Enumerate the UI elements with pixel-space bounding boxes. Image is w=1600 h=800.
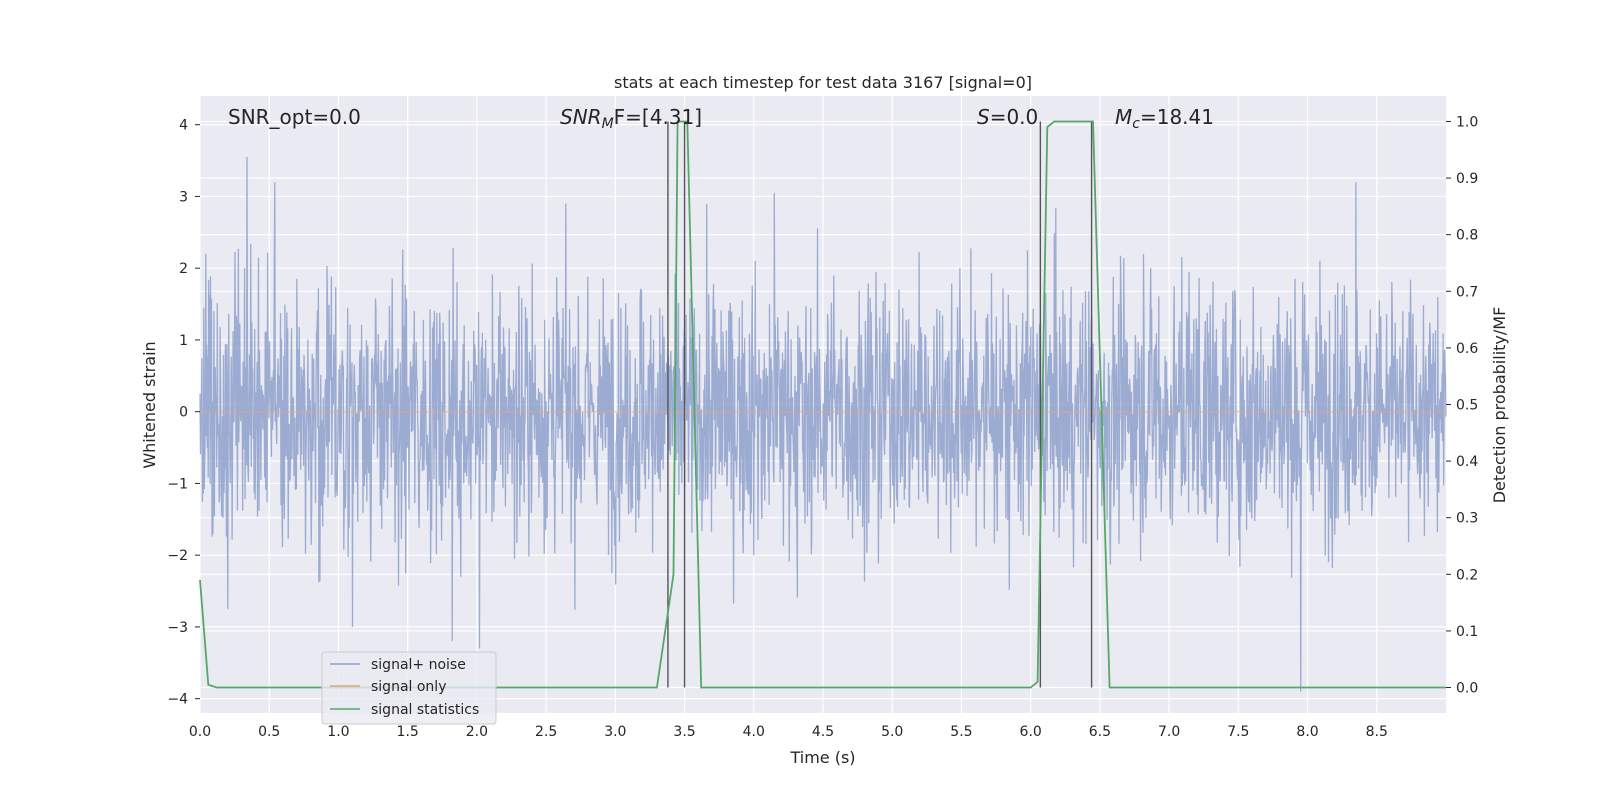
x-tick-labels: 0.0 0.5 1.0 1.5 2.0 2.5 3.0 3.5 4.0 4.5 5.0 5.5 6.0 6…	[189, 724, 1388, 740]
x-tick-label: 3.0	[604, 724, 626, 740]
y-right-tick-label: 0.0	[1456, 681, 1478, 697]
legend-label-signal-noise: signal+ noise	[371, 657, 466, 673]
x-tick-label: 7.0	[1158, 724, 1180, 740]
annotation-s: S=0.0	[977, 105, 1038, 129]
annotation-snr-mf-main: SNR	[560, 105, 602, 129]
y-right-tick-label: 0.4	[1456, 454, 1478, 470]
annotation-s-rest: =0.0	[990, 105, 1039, 129]
annotation-s-main: S	[977, 105, 990, 129]
x-tick-label: 5.0	[881, 724, 903, 740]
y-left-tick-label: 1	[179, 333, 188, 349]
annotation-snr-mf-sub: M	[602, 116, 614, 132]
y-right-tick-label: 0.9	[1456, 171, 1478, 187]
y-right-tick-labels: 0.0 0.1 0.2 0.3 0.4 0.5 0.6 0.7 0.8 0.9 1.0	[1446, 114, 1478, 697]
y-right-tick-label: 0.2	[1456, 567, 1478, 583]
annotation-mc-sub: c	[1132, 116, 1140, 132]
x-tick-label: 3.5	[673, 724, 695, 740]
y-left-tick-label: −4	[167, 692, 188, 708]
annotation-snr-mf-rest: F=[4.31]	[614, 105, 702, 129]
y-left-tick-label: 3	[179, 189, 188, 205]
x-tick-label: 0.5	[258, 724, 280, 740]
y-right-axis-label: Detection probability/MF	[1490, 307, 1509, 504]
x-axis-label: Time (s)	[789, 748, 855, 767]
annotation-mc: Mc=18.41	[1115, 105, 1214, 132]
x-tick-label: 1.5	[397, 724, 419, 740]
y-left-tick-label: −2	[167, 548, 188, 564]
y-right-tick-label: 0.7	[1456, 284, 1478, 300]
x-tick-label: 2.5	[535, 724, 557, 740]
y-right-tick-label: 0.1	[1456, 624, 1478, 640]
x-tick-label: 8.5	[1366, 724, 1388, 740]
annotation-snr-opt: SNR_opt=0.0	[228, 105, 361, 129]
y-left-tick-label: 0	[179, 405, 188, 421]
x-tick-label: 8.0	[1296, 724, 1318, 740]
y-right-tick-label: 1.0	[1456, 114, 1478, 130]
y-right-tick-label: 0.5	[1456, 398, 1478, 414]
series-signal-noise	[199, 156, 1447, 692]
x-tick-label: 7.5	[1227, 724, 1249, 740]
y-left-tick-labels: −4 −3 −2 −1 0 1 2 3 4	[167, 118, 200, 708]
y-right-tick-label: 0.8	[1456, 228, 1478, 244]
y-right-tick-label: 0.6	[1456, 341, 1478, 357]
legend-label-signal-statistics: signal statistics	[371, 702, 479, 718]
annotation-mc-main: M	[1115, 105, 1132, 129]
x-tick-label: 4.0	[743, 724, 765, 740]
x-tick-label: 0.0	[189, 724, 211, 740]
y-left-tick-label: −3	[167, 620, 188, 636]
vertical-markers	[667, 121, 1093, 688]
x-tick-label: 2.0	[466, 724, 488, 740]
x-tick-label: 6.5	[1089, 724, 1111, 740]
y-left-tick-label: 4	[179, 118, 188, 134]
x-tick-label: 5.5	[950, 724, 972, 740]
annotation-snr-mf: SNRMF=[4.31]	[560, 105, 702, 132]
y-right-tick-label: 0.3	[1456, 511, 1478, 527]
x-tick-label: 4.5	[812, 724, 834, 740]
line-signal-noise	[199, 156, 1447, 692]
legend-box	[321, 651, 497, 725]
annotation-mc-rest: =18.41	[1140, 105, 1214, 129]
legend: signal+ noise signal only signal statist…	[321, 651, 497, 725]
x-tick-label: 6.0	[1020, 724, 1042, 740]
x-tick-label: 1.0	[327, 724, 349, 740]
y-left-axis-label: Whitened strain	[140, 341, 159, 468]
legend-label-signal-only: signal only	[371, 679, 446, 695]
y-left-tick-label: 2	[179, 261, 188, 277]
chart-title: stats at each timestep for test data 316…	[614, 73, 1032, 92]
y-left-tick-label: −1	[167, 476, 188, 492]
